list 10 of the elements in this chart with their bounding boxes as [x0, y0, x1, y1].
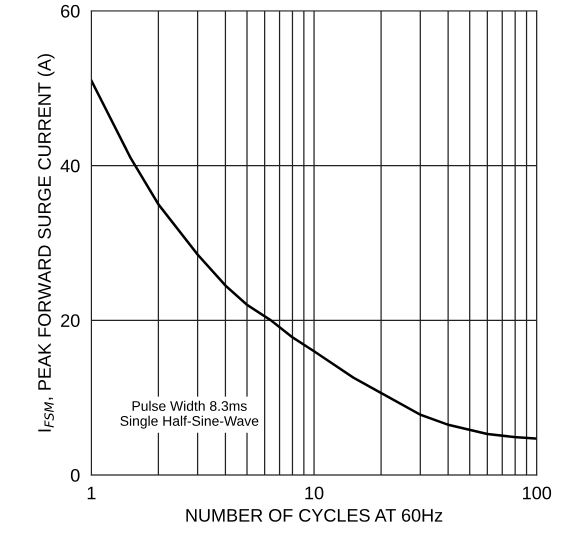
annotation: Pulse Width 8.3ms Single Half-Sine-Wave [120, 400, 258, 429]
x-tick-label: 1 [88, 486, 96, 500]
y-tick-label: 0 [70, 468, 80, 482]
y-tick-label: 40 [60, 160, 80, 172]
y-tick-label: 60 [61, 4, 80, 18]
x-tick-label: 10 [305, 486, 324, 500]
x-tick-label: 100 [523, 486, 552, 500]
x-axis-title: NUMBER OF CYCLES AT 60Hz [186, 508, 442, 522]
y-tick-label: 20 [61, 314, 80, 328]
y-axis-title: I$_{FSM}$, PEAK FORWARD SURGE CURRENT (A) [38, 54, 54, 432]
